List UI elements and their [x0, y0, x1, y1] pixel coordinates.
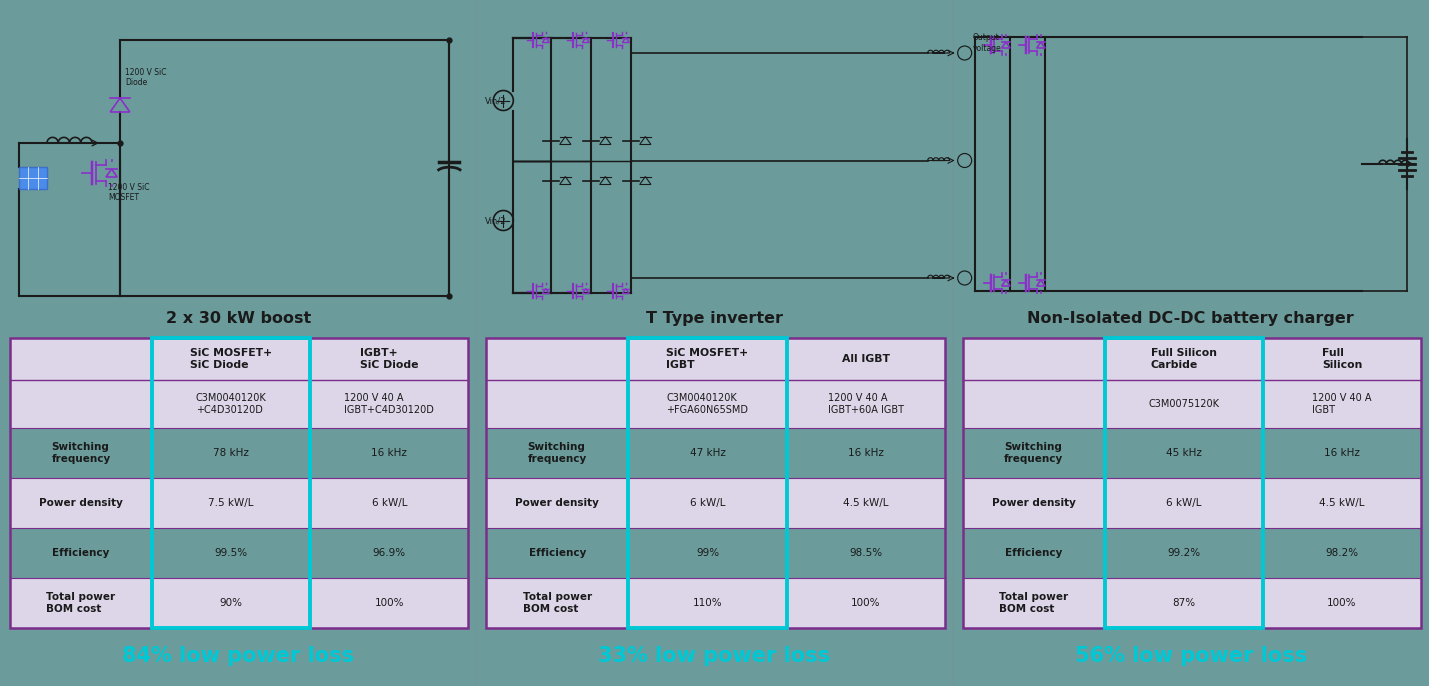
Bar	[963, 428, 1420, 478]
Text: 56% low power loss: 56% low power loss	[1075, 646, 1308, 666]
Bar	[963, 528, 1420, 578]
Bar	[10, 338, 469, 380]
Text: 78 kHz: 78 kHz	[213, 448, 249, 458]
Text: Power density: Power density	[992, 498, 1076, 508]
Text: 98.2%: 98.2%	[1325, 548, 1359, 558]
Bar	[10, 428, 469, 478]
Text: All IGBT: All IGBT	[842, 354, 890, 364]
Text: Switching
frequency: Switching frequency	[1005, 442, 1063, 464]
Text: 1200 V 40 A
IGBT: 1200 V 40 A IGBT	[1312, 393, 1372, 415]
Text: Non-Isolated DC-DC battery charger: Non-Isolated DC-DC battery charger	[1027, 311, 1355, 325]
Text: SiC MOSFET+
SiC Diode: SiC MOSFET+ SiC Diode	[190, 348, 272, 370]
Bar	[10, 528, 469, 578]
Bar	[10, 338, 469, 628]
Text: Total power
BOM cost: Total power BOM cost	[523, 592, 592, 614]
Text: 6 kW/L: 6 kW/L	[372, 498, 407, 508]
Bar	[486, 478, 945, 528]
Text: 1200 V SiC
Diode: 1200 V SiC Diode	[124, 68, 167, 87]
Bar	[486, 428, 945, 478]
Text: 33% low power loss: 33% low power loss	[599, 646, 830, 666]
Bar	[963, 338, 1420, 628]
Text: 110%: 110%	[693, 598, 722, 608]
Bar	[486, 338, 945, 380]
Text: Total power
BOM cost: Total power BOM cost	[47, 592, 116, 614]
Text: 4.5 kW/L: 4.5 kW/L	[843, 498, 889, 508]
Bar	[486, 578, 945, 628]
Text: Vin/2: Vin/2	[486, 216, 507, 225]
Text: Full Silicon
Carbide: Full Silicon Carbide	[1150, 348, 1218, 370]
Bar	[963, 380, 1420, 428]
Text: Power density: Power density	[39, 498, 123, 508]
Text: C3M0075120K: C3M0075120K	[1149, 399, 1219, 409]
Text: 6 kW/L: 6 kW/L	[1166, 498, 1202, 508]
Text: T Type inverter: T Type inverter	[646, 311, 783, 325]
Bar	[486, 338, 945, 628]
Text: 16 kHz: 16 kHz	[1325, 448, 1360, 458]
Text: Switching
frequency: Switching frequency	[51, 442, 110, 464]
Text: 45 kHz: 45 kHz	[1166, 448, 1202, 458]
Text: Total power
BOM cost: Total power BOM cost	[999, 592, 1069, 614]
Bar	[486, 380, 945, 428]
Bar	[151, 338, 310, 628]
Text: Output
voltage: Output voltage	[973, 34, 1002, 53]
Text: 99.5%: 99.5%	[214, 548, 247, 558]
Text: 98.5%: 98.5%	[849, 548, 882, 558]
Bar	[10, 478, 469, 528]
Text: 2 x 30 kW boost: 2 x 30 kW boost	[166, 311, 310, 325]
Text: C3M0040120K
+FGA60N65SMD: C3M0040120K +FGA60N65SMD	[666, 393, 749, 415]
Text: 4.5 kW/L: 4.5 kW/L	[1319, 498, 1365, 508]
Text: 99.2%: 99.2%	[1167, 548, 1200, 558]
Text: IGBT+
SiC Diode: IGBT+ SiC Diode	[360, 348, 419, 370]
Text: 16 kHz: 16 kHz	[847, 448, 883, 458]
Text: 100%: 100%	[1328, 598, 1356, 608]
Text: 87%: 87%	[1172, 598, 1196, 608]
Text: 84% low power loss: 84% low power loss	[121, 646, 354, 666]
Bar	[10, 380, 469, 428]
Text: 100%: 100%	[374, 598, 404, 608]
Bar	[963, 338, 1420, 380]
Bar	[486, 528, 945, 578]
Text: 1200 V 40 A
IGBT+C4D30120D: 1200 V 40 A IGBT+C4D30120D	[344, 393, 434, 415]
Text: 1200 V 40 A
IGBT+60A IGBT: 1200 V 40 A IGBT+60A IGBT	[827, 393, 903, 415]
Text: SiC MOSFET+
IGBT: SiC MOSFET+ IGBT	[666, 348, 749, 370]
Text: Efficiency: Efficiency	[529, 548, 586, 558]
Text: 47 kHz: 47 kHz	[690, 448, 726, 458]
Bar	[963, 578, 1420, 628]
Bar	[1105, 338, 1263, 628]
Text: 99%: 99%	[696, 548, 719, 558]
Bar	[629, 338, 786, 628]
Text: Full
Silicon: Full Silicon	[1322, 348, 1362, 370]
Text: Efficiency: Efficiency	[1005, 548, 1062, 558]
Text: 1200 V SiC
MOSFET: 1200 V SiC MOSFET	[109, 183, 150, 202]
Bar	[963, 478, 1420, 528]
Text: Vin/2: Vin/2	[486, 96, 507, 105]
Text: 7.5 kW/L: 7.5 kW/L	[209, 498, 254, 508]
Bar	[19, 167, 47, 189]
Text: 16 kHz: 16 kHz	[372, 448, 407, 458]
Text: C3M0040120K
+C4D30120D: C3M0040120K +C4D30120D	[196, 393, 267, 415]
Text: Efficiency: Efficiency	[53, 548, 110, 558]
Text: Switching
frequency: Switching frequency	[527, 442, 587, 464]
Text: 6 kW/L: 6 kW/L	[690, 498, 726, 508]
Text: 100%: 100%	[850, 598, 880, 608]
Text: 96.9%: 96.9%	[373, 548, 406, 558]
Bar	[10, 578, 469, 628]
Text: Power density: Power density	[516, 498, 599, 508]
Text: 90%: 90%	[220, 598, 243, 608]
